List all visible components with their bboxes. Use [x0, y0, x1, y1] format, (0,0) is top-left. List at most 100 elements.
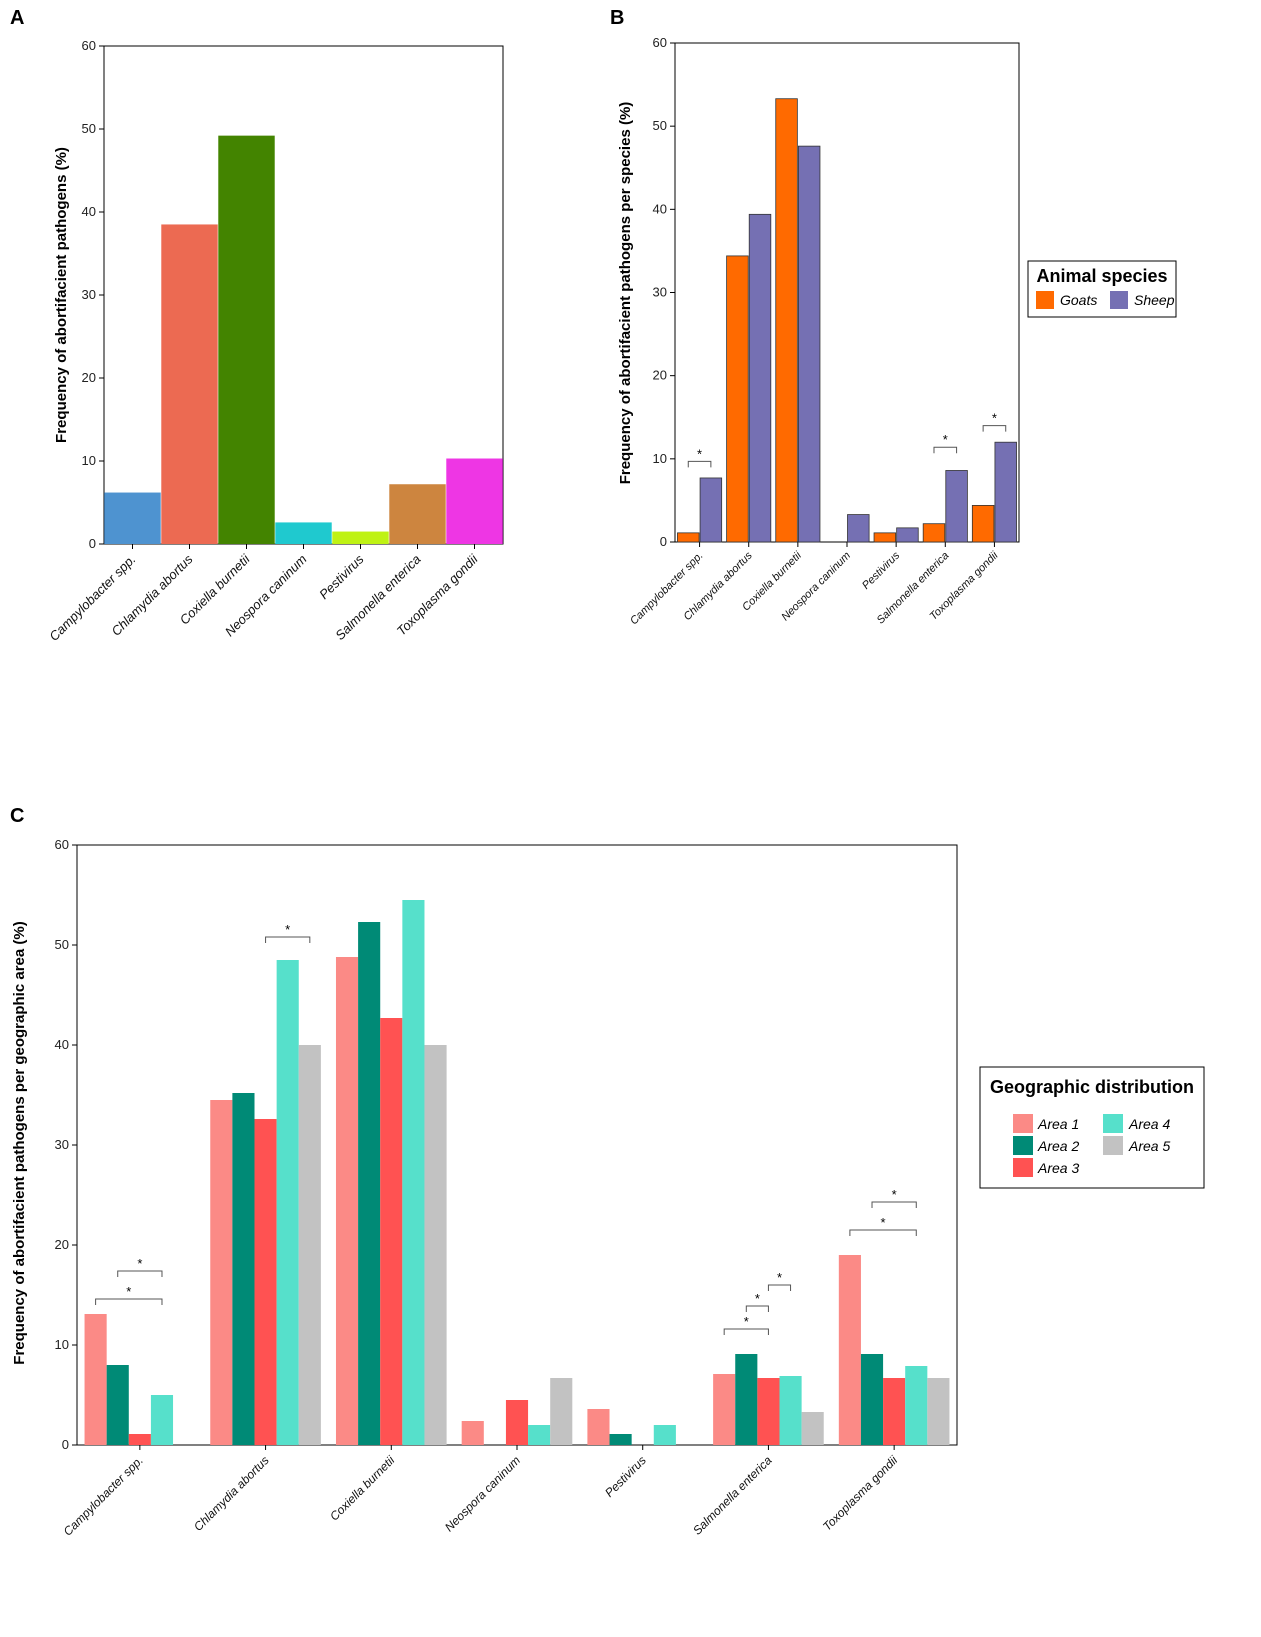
chart-c-bar-campylobacter-spp-area-2 — [106, 1365, 129, 1445]
chart-b-bar-chlamydia-abortus-goats — [726, 255, 749, 543]
chart-c-bar-chlamydia-abortus-area-4 — [276, 960, 299, 1445]
chart-c-bar-pestivirus-area-4 — [653, 1425, 676, 1445]
chart-a-bar-chlamydia-abortus — [161, 224, 218, 544]
chart-b-bar-salmonella-enterica-goats — [922, 523, 946, 543]
chart-c-significance-bracket — [767, 1284, 792, 1291]
chart-b-bar-neospora-caninum-sheep — [847, 514, 870, 543]
chart-b-ytick-label: 50 — [653, 118, 667, 133]
chart-c-frame — [76, 844, 958, 1446]
chart-c-ytick-label: 30 — [55, 1137, 69, 1152]
chart-c-bar-campylobacter-spp-area-1 — [84, 1314, 107, 1445]
chart-c-xtick-label-toxoplasma-gondii: Toxoplasma gondii — [820, 1453, 901, 1534]
chart-c-significance-star: * — [744, 1314, 749, 1329]
legend-label-goats: Goats — [1060, 292, 1097, 308]
chart-a-ytick-label: 40 — [82, 204, 96, 219]
chart-c-bar-neospora-caninum-area-4 — [528, 1425, 551, 1445]
chart-c-bar-salmonella-enterica-area-3 — [757, 1378, 780, 1445]
chart-a-ytick-label: 50 — [82, 121, 96, 136]
chart-c-xtick-label-campylobacter-spp: Campylobacter spp. — [61, 1453, 146, 1538]
chart-a-bar-campylobacter-spp — [104, 492, 161, 544]
chart-b-bar-pestivirus-goats — [873, 532, 897, 543]
chart-a-bar-toxoplasma-gondii — [446, 458, 503, 544]
legend-label-sheep: Sheep — [1134, 292, 1175, 308]
panel-c-letter: C — [10, 805, 24, 827]
legend-swatch-area-5 — [1103, 1136, 1123, 1155]
chart-b-significance-bracket — [687, 460, 712, 468]
chart-c-bar-chlamydia-abortus-area-2 — [232, 1093, 255, 1445]
chart-c-bar-chlamydia-abortus-area-3 — [254, 1119, 277, 1445]
chart-c-bar-coxiella-burnetii-area-3 — [380, 1018, 403, 1445]
chart-c-significance-star: * — [285, 922, 290, 937]
chart-b-xtick-label-pestivirus: Pestivirus — [860, 549, 903, 592]
legend-title: Animal species — [1036, 266, 1167, 286]
legend-label-area-5: Area 5 — [1128, 1138, 1170, 1154]
chart-b-ytick-label: 40 — [653, 201, 667, 216]
chart-b-ytick-label: 30 — [653, 285, 667, 300]
chart-c-significance-star: * — [777, 1270, 782, 1285]
chart-c-ytick-label: 40 — [55, 1037, 69, 1052]
chart-c-ytick-label: 10 — [55, 1337, 69, 1352]
chart-c-bar-coxiella-burnetii-area-5 — [424, 1045, 447, 1445]
chart-c-significance-bracket — [95, 1298, 163, 1305]
chart-b-bar-toxoplasma-gondii-goats — [971, 505, 995, 543]
chart-c-bar-pestivirus-area-2 — [609, 1434, 632, 1445]
chart-b-significance-star: * — [697, 446, 702, 461]
panel-a-letter: A — [10, 7, 24, 29]
chart-c-bar-toxoplasma-gondii-area-1 — [838, 1255, 861, 1445]
chart-c-bar-toxoplasma-gondii-area-2 — [860, 1354, 884, 1445]
chart-c-bar-neospora-caninum-area-1 — [461, 1421, 484, 1445]
chart-b-bar-coxiella-burnetii-sheep — [797, 145, 821, 543]
chart-c-ytick-label: 60 — [55, 837, 69, 852]
chart-c-bar-salmonella-enterica-area-2 — [735, 1354, 758, 1445]
chart-a-ytick-label: 60 — [82, 38, 96, 53]
chart-a-bar-pestivirus — [332, 531, 389, 544]
legend-swatch-area-4 — [1103, 1114, 1123, 1133]
chart-c-significance-star: * — [126, 1284, 131, 1299]
chart-a-bar-salmonella-enterica — [389, 484, 446, 544]
chart-c-bar-neospora-caninum-area-3 — [505, 1400, 529, 1445]
legend-swatch-goats — [1036, 291, 1054, 309]
chart-c-bar-coxiella-burnetii-area-4 — [402, 900, 425, 1445]
chart-c-bar-coxiella-burnetii-area-1 — [335, 957, 359, 1445]
chart-a-ytick-label: 10 — [82, 453, 96, 468]
chart-b-significance-star: * — [992, 411, 997, 426]
legend-swatch-area-3 — [1013, 1158, 1033, 1177]
chart-c-ytick-label: 20 — [55, 1237, 69, 1252]
chart-c-bar-salmonella-enterica-area-4 — [779, 1376, 802, 1445]
chart-b-significance-bracket — [982, 425, 1007, 432]
chart-c-xtick-label-coxiella-burnetii: Coxiella burnetii — [327, 1453, 398, 1524]
chart-b-bar-coxiella-burnetii-goats — [775, 98, 798, 543]
chart-b-ytick-label: 20 — [653, 368, 667, 383]
chart-b-significance-bracket — [933, 446, 958, 454]
chart-c-significance-bracket — [723, 1328, 769, 1335]
legend-label-area-1: Area 1 — [1037, 1116, 1079, 1132]
chart-c-significance-bracket — [871, 1201, 917, 1208]
legend-label-area-4: Area 4 — [1128, 1116, 1170, 1132]
chart-a-ytick-label: 0 — [89, 536, 96, 551]
chart-b-bar-toxoplasma-gondii-sheep — [994, 441, 1017, 543]
chart-b-ytick-label: 60 — [653, 35, 667, 50]
chart-c-xtick-label-neospora-caninum: Neospora caninum — [442, 1453, 523, 1534]
chart-c-significance-bracket — [849, 1229, 917, 1236]
chart-b-bar-campylobacter-spp-goats — [677, 532, 700, 543]
chart-b-bar-chlamydia-abortus-sheep — [748, 213, 772, 543]
chart-c-significance-bracket — [117, 1270, 163, 1277]
chart-c-ytick-label: 0 — [62, 1437, 69, 1452]
legend-label-area-3: Area 3 — [1037, 1160, 1079, 1176]
chart-a-bar-coxiella-burnetii — [218, 135, 275, 544]
chart-b-ytick-label: 10 — [653, 451, 667, 466]
chart-a-ytick-label: 20 — [82, 370, 96, 385]
chart-c-significance-star: * — [892, 1187, 897, 1202]
chart-a-ytick-label: 30 — [82, 287, 96, 302]
chart-b-bar-campylobacter-spp-sheep — [699, 477, 723, 543]
legend-animal-species: Animal species Goats Sheep — [1027, 260, 1177, 318]
legend-title: Geographic distribution — [990, 1077, 1194, 1097]
chart-b-bar-pestivirus-sheep — [896, 527, 919, 543]
panel-c-ylabel: Frequency of abortifacient pathogens per… — [11, 921, 28, 1364]
chart-c-bar-chlamydia-abortus-area-1 — [210, 1100, 233, 1445]
chart-b-ytick-label: 0 — [660, 534, 667, 549]
chart-c-bar-campylobacter-spp-area-3 — [128, 1434, 151, 1445]
